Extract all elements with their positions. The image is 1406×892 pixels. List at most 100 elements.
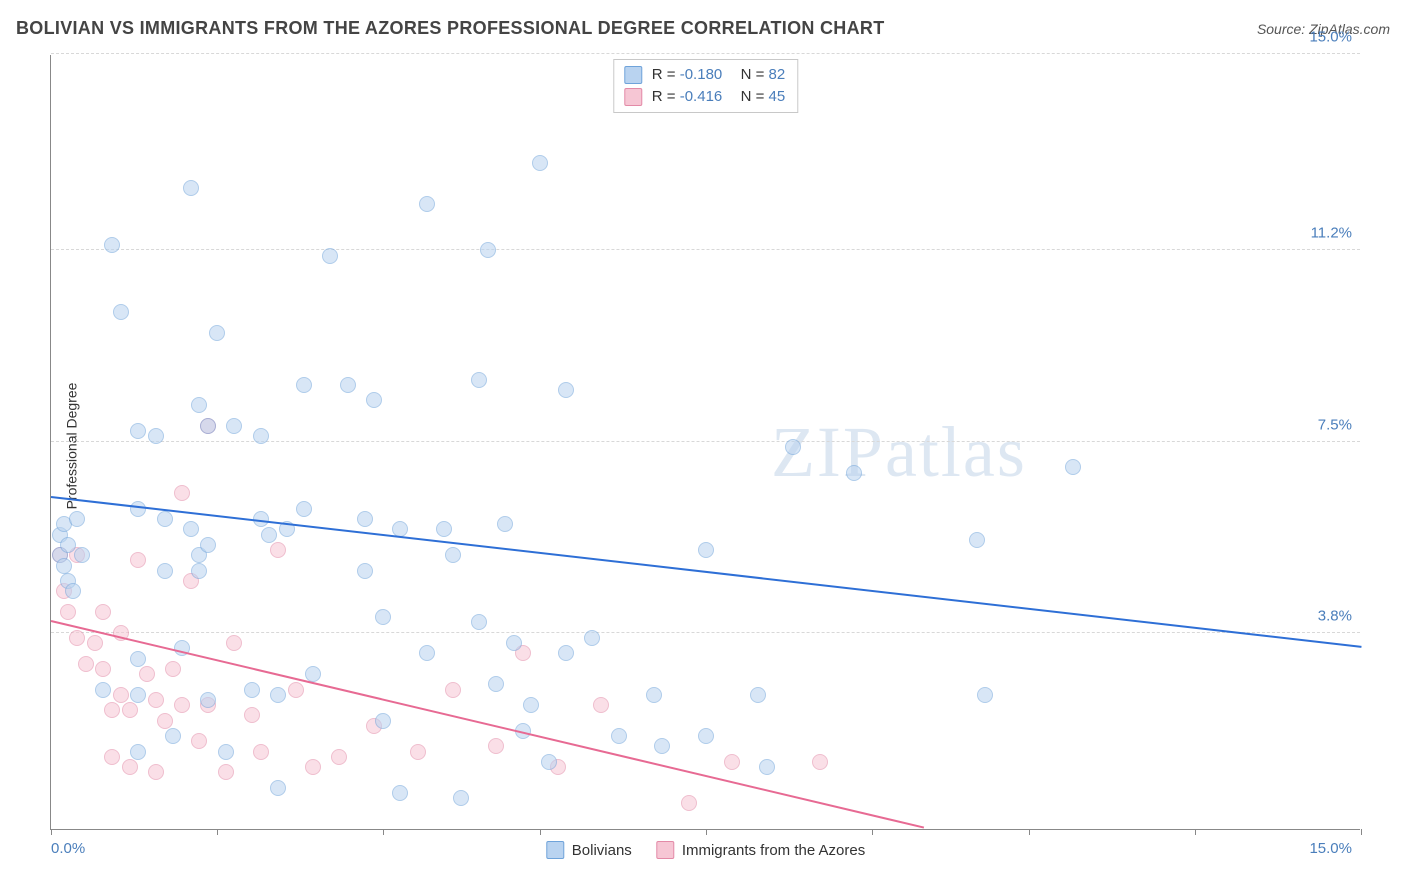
bolivians-point xyxy=(532,155,548,171)
y-tick-label: 3.8% xyxy=(1318,607,1352,624)
azores-point xyxy=(174,485,190,501)
bolivians-point xyxy=(471,614,487,630)
bolivians-point xyxy=(296,501,312,517)
legend-item-azores: Immigrants from the Azores xyxy=(656,841,865,859)
bolivians-point xyxy=(759,759,775,775)
x-tick xyxy=(872,829,873,835)
bolivians-legend-label: Bolivians xyxy=(572,842,632,859)
azores-trendline xyxy=(51,620,925,829)
bolivians-point xyxy=(95,682,111,698)
y-tick-label: 11.2% xyxy=(1311,225,1352,242)
watermark: ZIPatlas xyxy=(771,411,1027,494)
bolivians-point xyxy=(113,304,129,320)
bolivians-point xyxy=(541,754,557,770)
bolivians-point xyxy=(375,609,391,625)
bolivians-point xyxy=(148,428,164,444)
azores-point xyxy=(113,687,129,703)
azores-point xyxy=(305,759,321,775)
azores-point xyxy=(593,697,609,713)
bolivians-point xyxy=(488,676,504,692)
azores-point xyxy=(253,744,269,760)
azores-point xyxy=(681,795,697,811)
gridline xyxy=(51,441,1360,442)
bolivians-point xyxy=(750,687,766,703)
bolivians-point xyxy=(375,713,391,729)
bolivians-point xyxy=(969,532,985,548)
azores-point xyxy=(244,707,260,723)
bolivians-point xyxy=(698,542,714,558)
azores-point xyxy=(87,635,103,651)
azores-point xyxy=(139,666,155,682)
azores-point xyxy=(488,738,504,754)
bolivians-point xyxy=(497,516,513,532)
azores-point xyxy=(104,702,120,718)
bolivians-point xyxy=(270,780,286,796)
bolivians-point xyxy=(130,423,146,439)
bolivians-point xyxy=(584,630,600,646)
bolivians-point xyxy=(74,547,90,563)
bolivians-point xyxy=(69,511,85,527)
bolivians-point xyxy=(253,428,269,444)
stats-n-label: N = 45 xyxy=(732,86,785,108)
azores-swatch xyxy=(624,88,642,106)
bolivians-legend-swatch xyxy=(546,841,564,859)
bolivians-point xyxy=(200,418,216,434)
bolivians-point xyxy=(357,563,373,579)
bolivians-point xyxy=(558,645,574,661)
x-tick xyxy=(217,829,218,835)
y-tick-label: 7.5% xyxy=(1318,416,1352,433)
bolivians-point xyxy=(157,563,173,579)
bolivians-point xyxy=(56,558,72,574)
azores-point xyxy=(445,682,461,698)
bolivians-point xyxy=(261,527,277,543)
bolivians-point xyxy=(183,521,199,537)
bolivians-point xyxy=(611,728,627,744)
bolivians-point xyxy=(130,744,146,760)
x-tick xyxy=(1195,829,1196,835)
x-tick xyxy=(51,829,52,835)
bolivians-point xyxy=(480,242,496,258)
bolivians-point xyxy=(366,392,382,408)
y-tick-label: 15.0% xyxy=(1309,29,1352,46)
bolivians-point xyxy=(471,372,487,388)
bolivians-point xyxy=(785,439,801,455)
azores-point xyxy=(331,749,347,765)
x-tick xyxy=(1361,829,1362,835)
bolivians-point xyxy=(130,687,146,703)
plot-area: ZIPatlas R = -0.180 N = 82R = -0.416 N =… xyxy=(50,55,1360,830)
x-axis-max-label: 15.0% xyxy=(1309,840,1352,857)
azores-point xyxy=(148,764,164,780)
bolivians-point xyxy=(191,397,207,413)
bolivians-point xyxy=(558,382,574,398)
azores-point xyxy=(104,749,120,765)
bolivians-point xyxy=(357,511,373,527)
bolivians-point xyxy=(200,692,216,708)
stats-row-bolivians: R = -0.180 N = 82 xyxy=(624,64,785,86)
azores-point xyxy=(226,635,242,651)
azores-point xyxy=(191,733,207,749)
series-legend: Bolivians Immigrants from the Azores xyxy=(546,841,865,859)
bolivians-trendline xyxy=(51,496,1361,648)
bolivians-point xyxy=(191,563,207,579)
bolivians-point xyxy=(436,521,452,537)
bolivians-point xyxy=(453,790,469,806)
azores-point xyxy=(78,656,94,672)
azores-point xyxy=(122,702,138,718)
bolivians-point xyxy=(130,651,146,667)
bolivians-point xyxy=(244,682,260,698)
bolivians-point xyxy=(157,511,173,527)
bolivians-point xyxy=(340,377,356,393)
bolivians-point xyxy=(226,418,242,434)
stats-r-label: R = -0.416 xyxy=(652,86,722,108)
gridline xyxy=(51,249,1360,250)
gridline xyxy=(51,53,1360,54)
bolivians-point xyxy=(846,465,862,481)
x-tick xyxy=(383,829,384,835)
gridline xyxy=(51,632,1360,633)
bolivians-point xyxy=(1065,459,1081,475)
x-tick xyxy=(540,829,541,835)
bolivians-point xyxy=(322,248,338,264)
azores-point xyxy=(165,661,181,677)
bolivians-point xyxy=(296,377,312,393)
bolivians-point xyxy=(209,325,225,341)
